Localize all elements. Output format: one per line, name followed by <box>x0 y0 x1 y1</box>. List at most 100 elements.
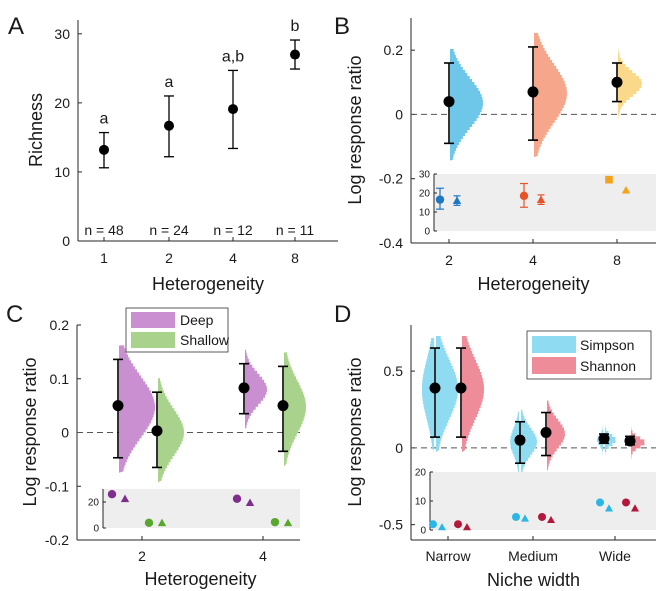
panel-d-inset-ytick-label: 20 <box>415 468 427 479</box>
panel-b-histogram <box>618 49 642 119</box>
panel-b-inset-ytick-label: 20 <box>419 189 431 200</box>
panel-d-simpson-mean <box>429 382 441 394</box>
panel-d-ytick-label: 0 <box>395 440 403 456</box>
panel-c-inset-ytick-label: 20 <box>88 498 100 509</box>
panel-c-legend-shallow-label: Shallow <box>180 332 230 348</box>
panel-b-mean-point <box>611 76 623 88</box>
panel-d-simpson-histogram-left <box>510 411 519 477</box>
panel-d-inset-simpson-circle <box>596 498 604 507</box>
panel-c-inset-deep-circle <box>107 490 117 499</box>
panel-d-simpson-histogram <box>605 422 616 459</box>
panel-c-xtick-label: 2 <box>138 548 146 564</box>
panel-d-inset-ytick-label: 0 <box>420 526 426 537</box>
panel-c-ytick-label: 0.1 <box>50 371 70 387</box>
panel-d-inset-shannon-circle <box>538 512 546 521</box>
panel-a-ytick-label: 20 <box>54 95 70 111</box>
panel-c-inset-shallow-triangle <box>283 518 293 527</box>
panel-c-inset-deep-triangle <box>120 494 130 503</box>
panel-d-shannon-mean <box>540 427 552 438</box>
panel-b-inset-circle <box>519 191 529 201</box>
panel-a-significance-letter: a <box>100 111 109 128</box>
panel-c-inset-shallow-circle <box>270 517 280 527</box>
panel-a-sample-size: n = 12 <box>213 222 253 238</box>
panel-d-y-label: Log response ratio <box>345 357 365 506</box>
panel-a-sample-size: n = 11 <box>276 222 314 238</box>
panel-d-simpson-mean <box>514 434 526 446</box>
panel-c-legend-deep-label: Deep <box>180 312 214 328</box>
panel-d-shannon-mean <box>455 382 467 394</box>
panel-a-ytick-label: 0 <box>62 233 70 249</box>
panel-b-inset-ytick-label: 10 <box>419 208 431 219</box>
panel-d-legend-simpson-swatch <box>532 336 576 353</box>
panel-b-inset-square <box>605 175 613 184</box>
panel-b-ytick-label: -0.4 <box>379 235 403 251</box>
panel-b-y-label: Log response ratio <box>345 55 365 204</box>
panel-d-simpson-histogram <box>436 336 458 453</box>
panel-c-deep-mean <box>112 400 124 412</box>
panel-a-xtick-label: 2 <box>165 250 173 266</box>
panel-d-shannon-mean <box>624 435 636 447</box>
panel-c-inset-shallow-circle <box>144 518 154 527</box>
panel-a-mean-point <box>228 104 238 115</box>
panel-d-inset-ytick-label: 10 <box>415 497 427 508</box>
panel-d-inset-shannon-triangle <box>631 504 639 512</box>
panel-a-sample-size: n = 24 <box>149 222 189 238</box>
panel-c-shallow-mean <box>151 425 163 437</box>
panel-c-deep-histogram <box>119 345 155 473</box>
panel-b-inset-triangle <box>621 185 631 194</box>
panel-a-significance-letter: a <box>165 74 174 91</box>
panel-d-shannon-histogram <box>462 336 484 453</box>
panel-c-inset-deep-triangle <box>245 498 255 507</box>
panel-b-inset-triangle <box>452 196 462 204</box>
panel-d-xtick-label: Medium <box>508 548 558 564</box>
panel-b-ytick-label: -0.2 <box>379 171 403 187</box>
panel-d-inset-simpson-circle <box>512 512 520 521</box>
panel-c-inset-deep-circle <box>232 494 242 503</box>
panel-d-legend-shannon-swatch <box>532 357 576 374</box>
panel-c-shallow-histogram <box>284 352 306 467</box>
panel-c-xtick-label: 4 <box>259 548 267 564</box>
panel-a-significance-letter: a,b <box>222 48 244 65</box>
panel-d-xtick-label: Narrow <box>425 548 471 564</box>
panel-a-x-label: Heterogeneity <box>152 274 264 294</box>
panel-c-ytick-label: -0.1 <box>45 478 69 494</box>
panel-b-inset-background <box>434 174 656 231</box>
panel-d-legend-shannon-label: Shannon <box>580 358 636 374</box>
panel-a-significance-letter: b <box>291 18 300 35</box>
panel-a-mean-point <box>99 144 109 155</box>
panel-b-histogram <box>534 32 567 158</box>
panel-c-y-label: Log response ratio <box>20 357 40 506</box>
panel-d-simpson-histogram <box>521 409 537 479</box>
panel-c-ytick-label: 0 <box>61 425 69 441</box>
panel-b-xtick-label: 4 <box>529 252 537 268</box>
panel-c-deep-histogram <box>245 349 267 429</box>
panel-d-shannon-histogram <box>547 400 565 471</box>
panel-a-xtick-label: 4 <box>229 250 237 266</box>
panel-b-inset-ytick-label: 0 <box>424 227 430 238</box>
panel-a-letter: A <box>8 13 24 40</box>
panel-c-deep-mean <box>238 382 250 394</box>
panel-d-ytick-label: 0.5 <box>384 363 404 379</box>
panel-a-sample-size: n = 48 <box>84 222 124 238</box>
panel-a-xtick-label: 8 <box>291 250 299 266</box>
panel-a-xtick-label: 1 <box>100 250 108 266</box>
panel-a-ytick-label: 10 <box>54 164 70 180</box>
panel-d-shannon-histogram <box>631 424 645 460</box>
panel-b-inset-ytick-label: 30 <box>419 170 431 181</box>
panel-b-letter: B <box>334 13 350 40</box>
panel-c-shallow-histogram <box>158 378 184 483</box>
panel-b-x-label: Heterogeneity <box>477 274 589 294</box>
panel-d-simpson-mean <box>598 433 610 445</box>
panel-d-inset-shannon-circle <box>622 498 630 507</box>
panel-c-x-label: Heterogeneity <box>144 569 256 589</box>
panel-d-inset-shannon-circle <box>454 520 462 529</box>
panel-d-letter: D <box>334 301 351 328</box>
panel-d-inset-simpson-circle <box>429 520 437 529</box>
panel-b-xtick-label: 2 <box>445 252 453 268</box>
panel-c-ytick-label: 0.2 <box>50 317 70 333</box>
panel-d-inset-simpson-triangle <box>438 523 446 531</box>
panel-d-inset-simpson-triangle <box>605 504 613 512</box>
panel-d-xtick-label: Wide <box>599 548 631 564</box>
panel-c-ytick-label: -0.2 <box>45 532 69 548</box>
